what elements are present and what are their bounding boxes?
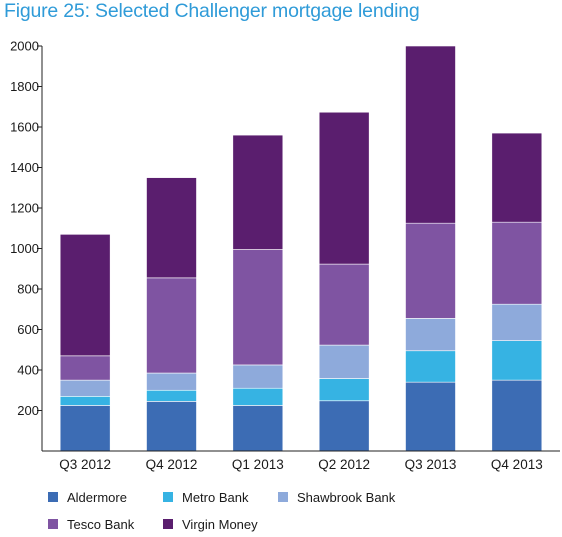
y-tick-label: 1600: [10, 120, 39, 135]
bar-segment: [405, 318, 456, 352]
y-tick-label: 1800: [10, 79, 39, 94]
legend-label: Tesco Bank: [67, 517, 135, 532]
legend-item: Aldermore: [48, 490, 127, 505]
legend-item: Metro Bank: [163, 490, 249, 505]
legend-swatch: [48, 492, 58, 502]
bar-segment: [232, 387, 284, 406]
bar-segment: [491, 303, 543, 341]
bar-segment: [318, 400, 370, 452]
bar-segment: [491, 340, 543, 381]
bar-segment: [232, 134, 284, 250]
legend-item: Virgin Money: [163, 517, 258, 532]
legend-label: Metro Bank: [182, 490, 249, 505]
bar-segment: [59, 396, 111, 406]
legend: Aldermore Metro Bank Shawbrook Bank Tesco B…: [48, 490, 396, 532]
bar-segment: [318, 263, 370, 346]
bar-segment: [491, 379, 543, 452]
chart-title: Figure 25: Selected Challenger mortgage …: [4, 0, 420, 22]
bars-layer: [59, 45, 543, 452]
x-tick-label: Q3 2012: [59, 457, 111, 472]
y-tick-label: 600: [17, 322, 39, 337]
y-tick-label: 800: [17, 282, 39, 297]
bar-segment: [232, 364, 284, 389]
y-tick-label: 1400: [10, 160, 39, 175]
bar-segment: [405, 381, 456, 452]
legend-item: Tesco Bank: [48, 517, 135, 532]
x-tick-label: Q1 2013: [232, 457, 284, 472]
axes-layer: Q3 2012 Q4 2012 Q1 2013 Q2 2012 Q3 2013 Q4 20…: [10, 39, 560, 472]
x-tick-label: Q2 2012: [318, 457, 370, 472]
y-tick-label: 400: [17, 363, 39, 378]
bar-segment: [59, 355, 111, 381]
bar-segment: [405, 45, 456, 224]
bar-segment: [318, 378, 370, 402]
bar-segment: [232, 405, 284, 452]
bar-segment: [491, 132, 543, 223]
bar-segment: [405, 222, 456, 319]
x-tick-label: Q3 2013: [405, 457, 457, 472]
y-tick-label: 1200: [10, 201, 39, 216]
bar-segment: [318, 344, 370, 379]
y-tick-label: 200: [17, 403, 39, 418]
legend-label: Shawbrook Bank: [297, 490, 396, 505]
x-tick-label: Q4 2013: [491, 457, 543, 472]
bar-segment: [59, 379, 111, 397]
legend-swatch: [163, 519, 173, 529]
bar-segment: [146, 177, 197, 279]
x-tick-label: Q4 2012: [146, 457, 198, 472]
legend-swatch: [48, 519, 58, 529]
legend-label: Aldermore: [67, 490, 127, 505]
bar-segment: [146, 389, 197, 402]
legend-item: Shawbrook Bank: [278, 490, 396, 505]
legend-swatch: [278, 492, 288, 502]
bar-segment: [59, 405, 111, 452]
bar-segment: [405, 350, 456, 383]
bar-segment: [491, 221, 543, 305]
y-tick-label: 1000: [10, 241, 39, 256]
legend-label: Virgin Money: [182, 517, 258, 532]
bar-segment: [59, 234, 111, 357]
y-tick-label: 2000: [10, 39, 39, 54]
bar-segment: [146, 401, 197, 452]
legend-swatch: [163, 492, 173, 502]
bar-segment: [318, 111, 370, 265]
bar-segment: [146, 372, 197, 391]
bar-segment: [232, 249, 284, 366]
bar-segment: [146, 277, 197, 374]
